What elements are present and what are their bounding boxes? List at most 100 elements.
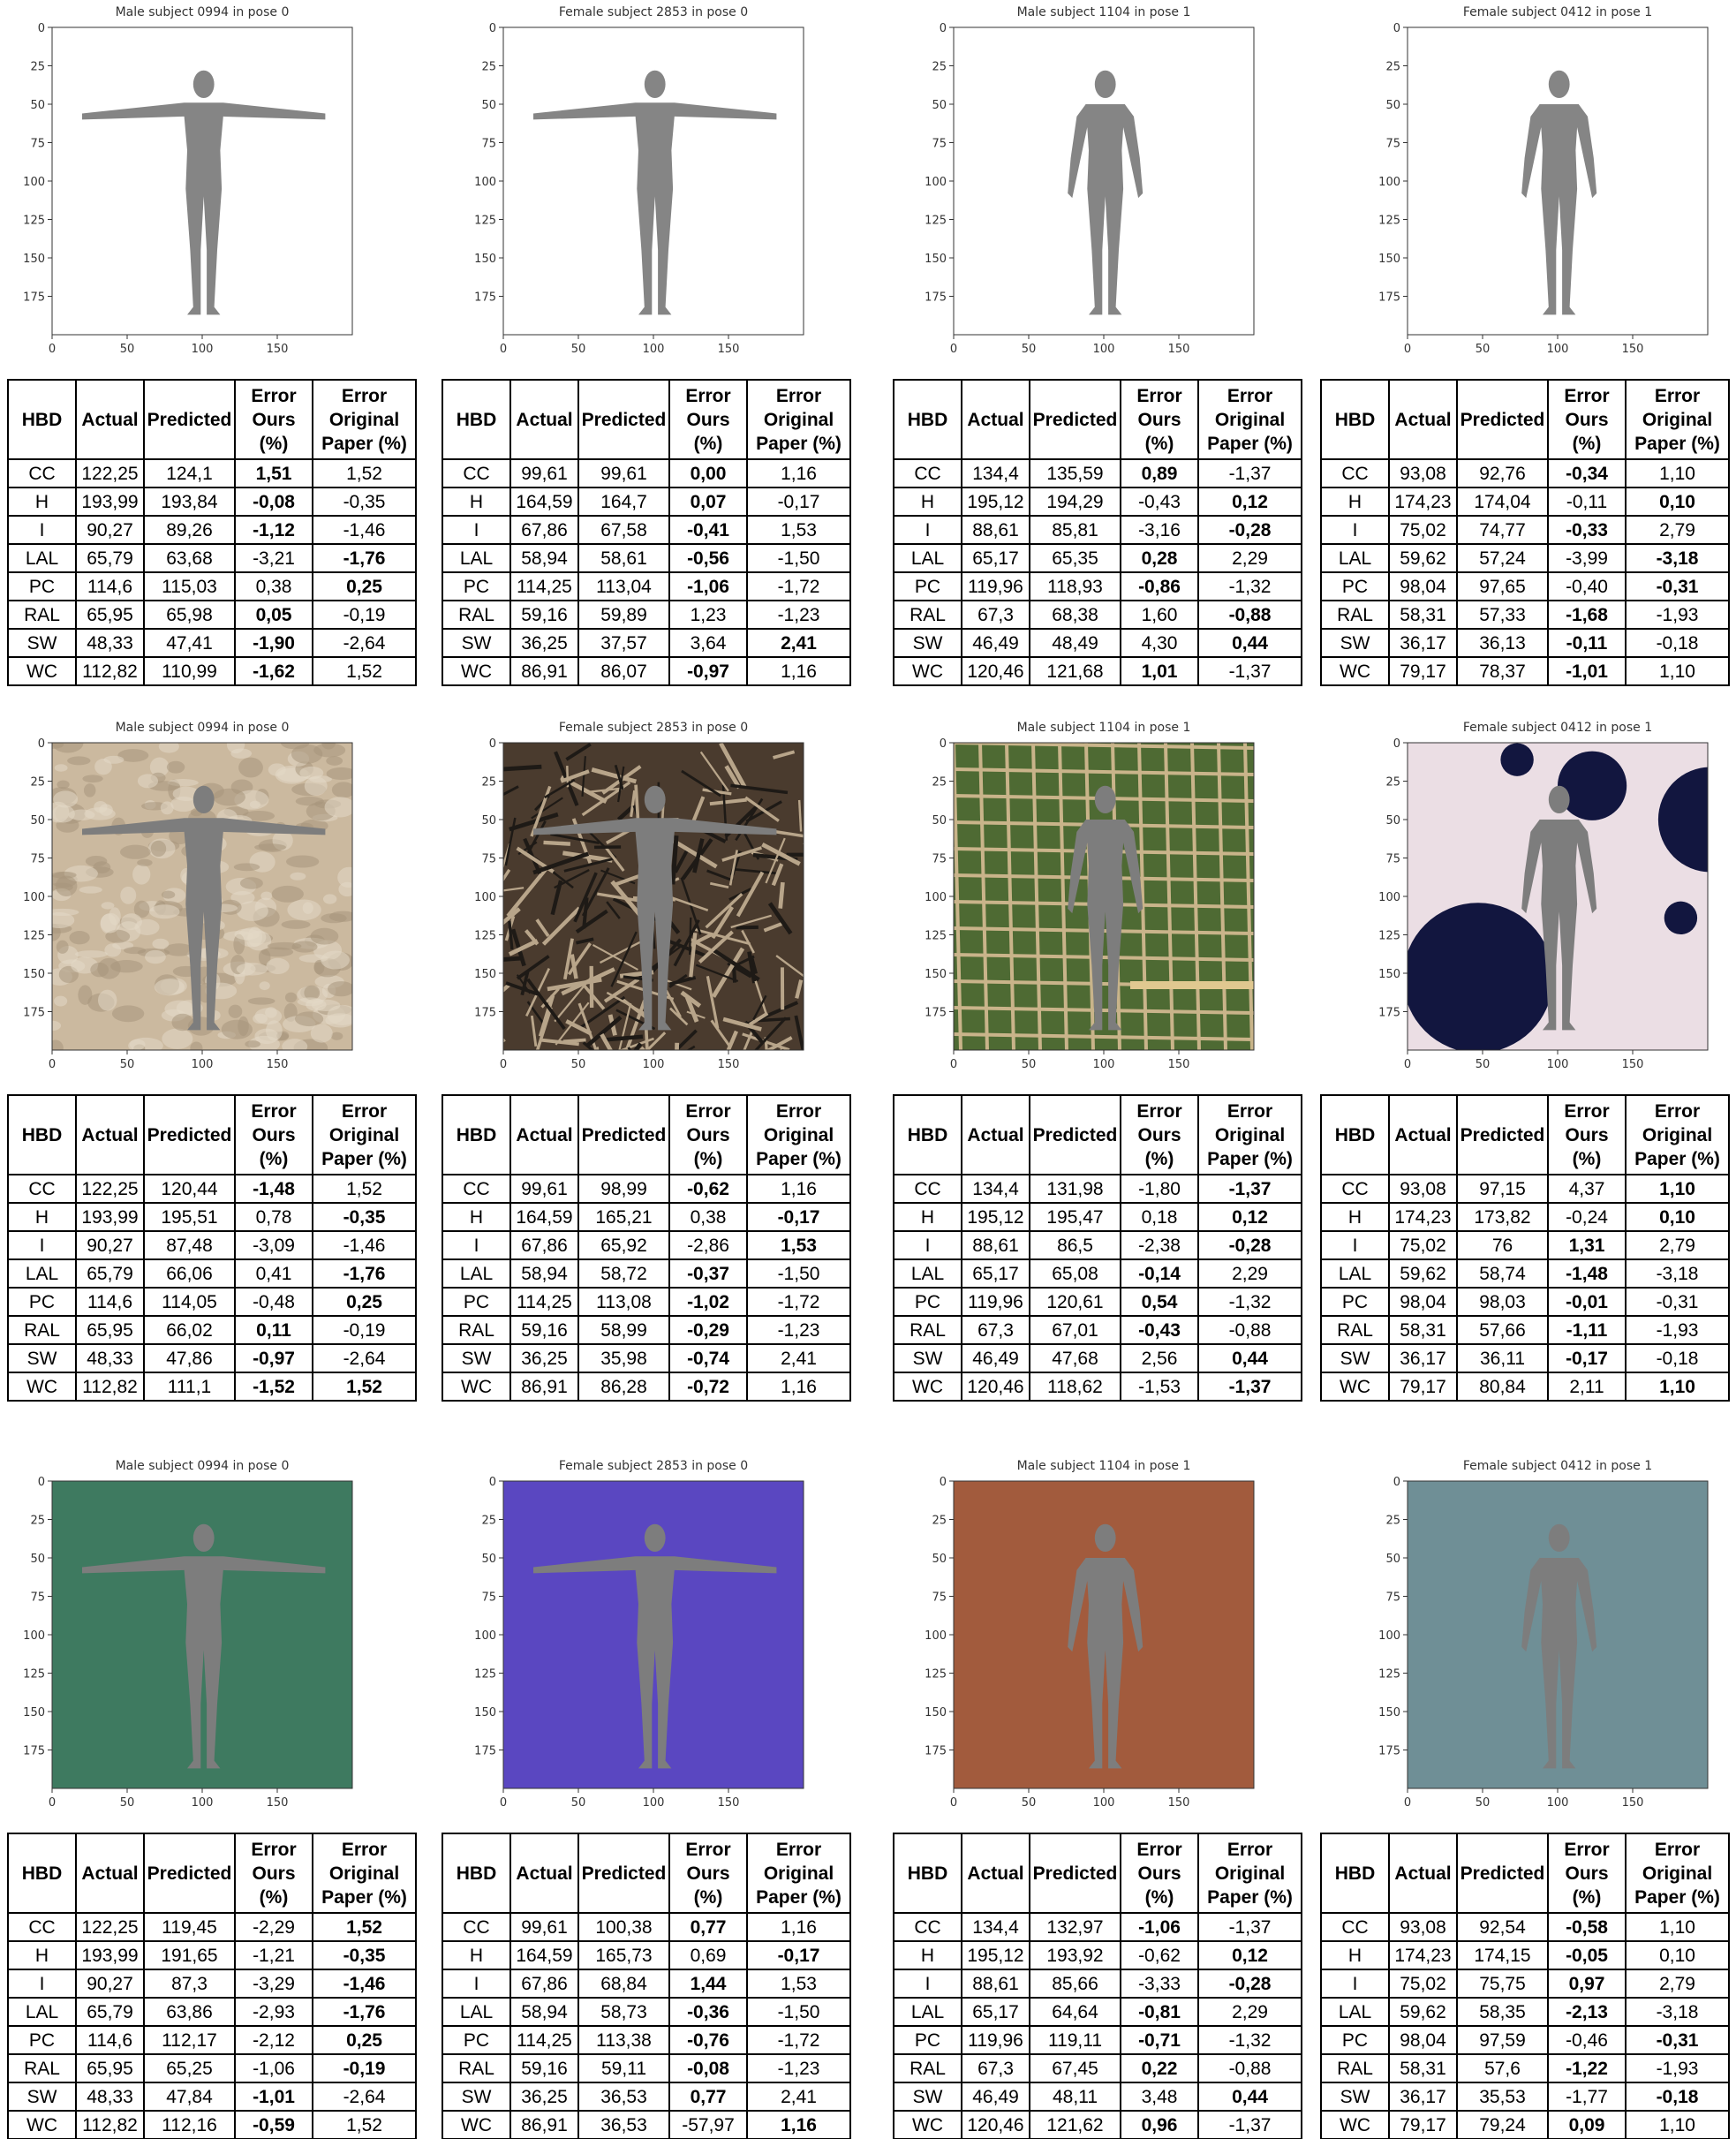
grass-blade bbox=[554, 976, 593, 1023]
y-tick-label: 150 bbox=[925, 253, 947, 266]
header-cell: Actual bbox=[961, 379, 1030, 460]
fur-tuft bbox=[55, 875, 78, 897]
header-cell: Predicted bbox=[1029, 379, 1121, 460]
plot-area: 0 25 50 75 100 125 150 175 0 50 100 150 bbox=[23, 1476, 353, 1810]
header-cell: HBD bbox=[893, 379, 962, 460]
cell: -1,76 bbox=[312, 1258, 417, 1289]
fur-tuft bbox=[85, 855, 108, 867]
cell: -1,72 bbox=[746, 571, 851, 601]
header-cell: Predicted bbox=[1029, 1833, 1121, 1914]
data-row: SW 48,33 47,41 -1,90 -2,64 bbox=[7, 628, 417, 658]
body bbox=[82, 102, 326, 315]
header-cell: Actual bbox=[1388, 1833, 1458, 1914]
grass-blade bbox=[765, 1036, 793, 1050]
cell: -1,37 bbox=[1197, 1372, 1302, 1402]
row-label: CC bbox=[1320, 458, 1390, 488]
cell: 112,17 bbox=[143, 2025, 236, 2055]
y-tick-label: 25 bbox=[932, 776, 947, 790]
fur-tuft bbox=[56, 940, 69, 954]
header-line: Actual bbox=[516, 409, 573, 430]
header-line: Actual bbox=[81, 1863, 139, 1884]
cell: -0,17 bbox=[746, 1202, 851, 1232]
grass-blade bbox=[667, 895, 709, 912]
cell: -0,33 bbox=[1547, 515, 1627, 545]
header-cell: Error Original Paper (%) bbox=[1197, 1833, 1302, 1914]
y-tick-label: 175 bbox=[474, 1745, 496, 1758]
cell: 36,11 bbox=[1456, 1343, 1549, 1373]
cell: -0,18 bbox=[1625, 628, 1730, 658]
grass-blade bbox=[711, 947, 745, 998]
row-label: I bbox=[7, 515, 77, 545]
y-tick-label: 175 bbox=[474, 291, 496, 305]
header-line: Predicted bbox=[581, 409, 667, 430]
header-cell: Error Original Paper (%) bbox=[312, 379, 417, 460]
y-tick-label: 175 bbox=[925, 1745, 947, 1758]
header-line: Error bbox=[685, 1839, 731, 1860]
header-line: Paper (%) bbox=[1207, 1148, 1293, 1169]
cell: -1,50 bbox=[746, 1997, 851, 2027]
data-row: H 195,12 195,47 0,18 0,12 bbox=[893, 1202, 1302, 1232]
silhouette bbox=[1521, 70, 1597, 315]
cell: 119,11 bbox=[1029, 2025, 1121, 2055]
data-row: WC 112,82 110,99 -1,62 1,52 bbox=[7, 656, 417, 686]
grass-blade bbox=[674, 1029, 698, 1050]
cell: 47,86 bbox=[143, 1343, 236, 1373]
cell: 120,46 bbox=[961, 2110, 1030, 2139]
fur-tuft bbox=[236, 901, 268, 921]
row-label: WC bbox=[1320, 656, 1390, 686]
cell: 76 bbox=[1456, 1230, 1549, 1260]
x-tick-label: 150 bbox=[267, 343, 289, 356]
fur-tuft bbox=[154, 979, 185, 996]
header-line: Actual bbox=[516, 1124, 573, 1145]
cell: 47,68 bbox=[1029, 1343, 1121, 1373]
cell: 0,05 bbox=[234, 600, 313, 630]
header-line: Ours bbox=[1137, 409, 1181, 430]
header-line: Actual bbox=[967, 1863, 1024, 1884]
y-tick-label: 125 bbox=[925, 930, 947, 943]
fur-tuft bbox=[158, 743, 179, 753]
cell: 58,31 bbox=[1388, 2053, 1458, 2083]
header-cell: Actual bbox=[1388, 379, 1458, 460]
cell: 132,97 bbox=[1029, 1912, 1121, 1942]
header-line: Error bbox=[251, 1100, 297, 1122]
data-row: CC 122,25 120,44 -1,48 1,52 bbox=[7, 1174, 417, 1204]
header-line: Ours bbox=[1565, 1124, 1609, 1145]
grass-blade bbox=[503, 956, 523, 962]
fur-tuft bbox=[245, 1040, 260, 1048]
header-line: HBD bbox=[1334, 1863, 1376, 1884]
hbd-table: HBD Actual Predicted Error Ours (%) Error Origi… bbox=[893, 1833, 1302, 2139]
x-tick-label: 100 bbox=[643, 1796, 665, 1810]
header-line: Error bbox=[251, 1839, 297, 1860]
row-label: H bbox=[7, 487, 77, 517]
cell: 115,03 bbox=[143, 571, 236, 601]
cell: 2,79 bbox=[1625, 1230, 1730, 1260]
grass-blade bbox=[706, 869, 734, 882]
cell: -1,23 bbox=[746, 600, 851, 630]
row-label: I bbox=[1320, 515, 1390, 545]
header-line: HBD bbox=[907, 1863, 948, 1884]
y-tick-label: 75 bbox=[481, 853, 496, 866]
header-line: Actual bbox=[81, 1124, 139, 1145]
x-tick-label: 100 bbox=[1093, 1796, 1115, 1810]
plot-title: Male subject 1104 in pose 1 bbox=[1017, 5, 1191, 19]
fur-tuft bbox=[331, 782, 352, 798]
y-tick-label: 75 bbox=[932, 853, 947, 866]
x-tick-label: 50 bbox=[571, 1058, 586, 1071]
data-row: RAL 65,95 65,25 -1,06 -0,19 bbox=[7, 2053, 417, 2083]
cell: 195,12 bbox=[961, 1202, 1030, 1232]
grass-blade bbox=[752, 994, 767, 1021]
y-tick-label: 25 bbox=[932, 1515, 947, 1528]
cell: 1,52 bbox=[312, 1372, 417, 1402]
header-line: Original bbox=[1642, 1124, 1713, 1145]
fur-tuft bbox=[268, 763, 286, 776]
y-tick-label: 125 bbox=[23, 215, 45, 228]
header-line: (%) bbox=[259, 433, 289, 454]
header-cell: Error Original Paper (%) bbox=[1625, 1094, 1730, 1175]
grass-blade bbox=[754, 1017, 788, 1050]
fur-tuft bbox=[52, 743, 84, 753]
header-line: Error bbox=[1136, 385, 1182, 406]
x-tick-label: 0 bbox=[500, 1796, 507, 1810]
cell: -1,46 bbox=[312, 1969, 417, 1999]
grass-blade bbox=[614, 764, 624, 790]
cell: 97,15 bbox=[1456, 1174, 1549, 1204]
